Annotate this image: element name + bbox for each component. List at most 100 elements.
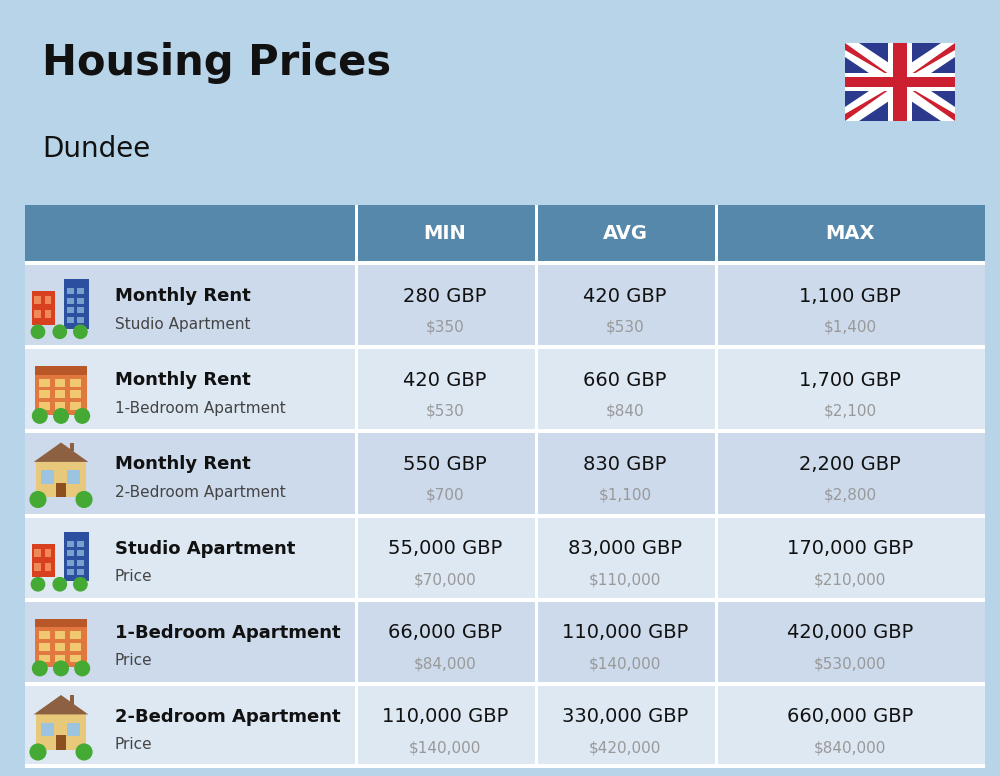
Bar [64,279,89,329]
Bar [77,570,84,575]
Circle shape [53,577,66,591]
Text: $530,000: $530,000 [814,656,886,671]
Text: 420,000 GBP: 420,000 GBP [787,623,913,643]
Bar [25,261,985,265]
Bar [715,684,718,768]
Bar [35,366,87,375]
Bar [535,263,538,347]
Text: 1,700 GBP: 1,700 GBP [799,371,901,390]
Bar [70,379,81,386]
Text: Monthly Rent: Monthly Rent [115,456,251,473]
Circle shape [31,577,45,591]
Text: 330,000 GBP: 330,000 GBP [562,708,688,726]
Bar [535,347,538,431]
Text: 550 GBP: 550 GBP [403,455,487,474]
Bar [55,655,65,663]
Text: Price: Price [115,569,153,584]
Bar [25,431,985,515]
Bar [70,655,81,663]
Text: 55,000 GBP: 55,000 GBP [388,539,502,558]
Circle shape [33,661,47,676]
Bar [39,390,50,398]
Bar [39,632,50,639]
Bar [77,298,84,304]
Bar [55,379,65,386]
Bar [67,289,74,294]
Bar [55,643,65,651]
Bar [34,549,41,556]
Bar [41,722,54,736]
Bar [55,402,65,410]
Text: 2-Bedroom Apartment: 2-Bedroom Apartment [115,708,341,726]
Text: Price: Price [115,737,153,753]
Circle shape [33,409,47,423]
Bar [25,684,985,768]
Bar [355,205,358,263]
Bar [77,317,84,323]
Text: $840: $840 [606,404,644,419]
Bar [535,684,538,768]
Text: $2,100: $2,100 [823,404,877,419]
Text: 660,000 GBP: 660,000 GBP [787,708,913,726]
Text: $1,100: $1,100 [598,488,652,503]
Text: AVG: AVG [602,224,648,244]
Polygon shape [845,43,955,121]
Circle shape [74,325,87,338]
Bar [25,515,985,600]
Polygon shape [845,43,955,121]
Bar [355,600,358,684]
Text: $530: $530 [426,404,464,419]
Text: Studio Apartment: Studio Apartment [115,539,295,558]
Bar [34,563,41,570]
Bar [888,43,912,121]
Text: Housing Prices: Housing Prices [42,42,391,84]
Bar [70,632,81,639]
Bar [25,764,985,768]
Text: 420 GBP: 420 GBP [403,371,487,390]
Bar [355,515,358,600]
Text: 1-Bedroom Apartment: 1-Bedroom Apartment [115,400,286,416]
Text: 1,100 GBP: 1,100 GBP [799,286,901,306]
Bar [67,550,74,556]
Circle shape [30,744,46,760]
Bar [39,655,50,663]
Circle shape [53,325,66,338]
Bar [715,205,985,263]
Bar [32,544,55,577]
Bar [39,643,50,651]
Bar [67,307,74,314]
Circle shape [54,409,68,423]
Bar [36,715,86,750]
Bar [77,541,84,547]
Bar [25,263,985,347]
Bar [41,470,54,483]
Bar [715,263,718,347]
Text: 1-Bedroom Apartment: 1-Bedroom Apartment [115,624,341,642]
Bar [70,695,74,704]
Circle shape [76,492,92,508]
Text: 66,000 GBP: 66,000 GBP [388,623,502,643]
Bar [67,722,80,736]
Text: $350: $350 [426,320,464,334]
Bar [45,549,51,556]
Bar [845,43,955,121]
Bar [77,559,84,566]
Bar [67,559,74,566]
Bar [25,205,97,263]
Bar [97,205,355,263]
Bar [25,347,985,431]
Bar [45,563,51,570]
Bar [893,43,907,121]
Bar [56,483,66,497]
Text: $420,000: $420,000 [589,740,661,755]
Text: Price: Price [115,653,153,668]
Bar [32,292,55,325]
Bar [715,600,718,684]
Polygon shape [845,43,955,121]
Text: Dundee: Dundee [42,135,150,163]
Bar [355,431,358,515]
Polygon shape [34,695,88,715]
Bar [70,390,81,398]
Bar [35,618,87,628]
Text: $84,000: $84,000 [414,656,476,671]
